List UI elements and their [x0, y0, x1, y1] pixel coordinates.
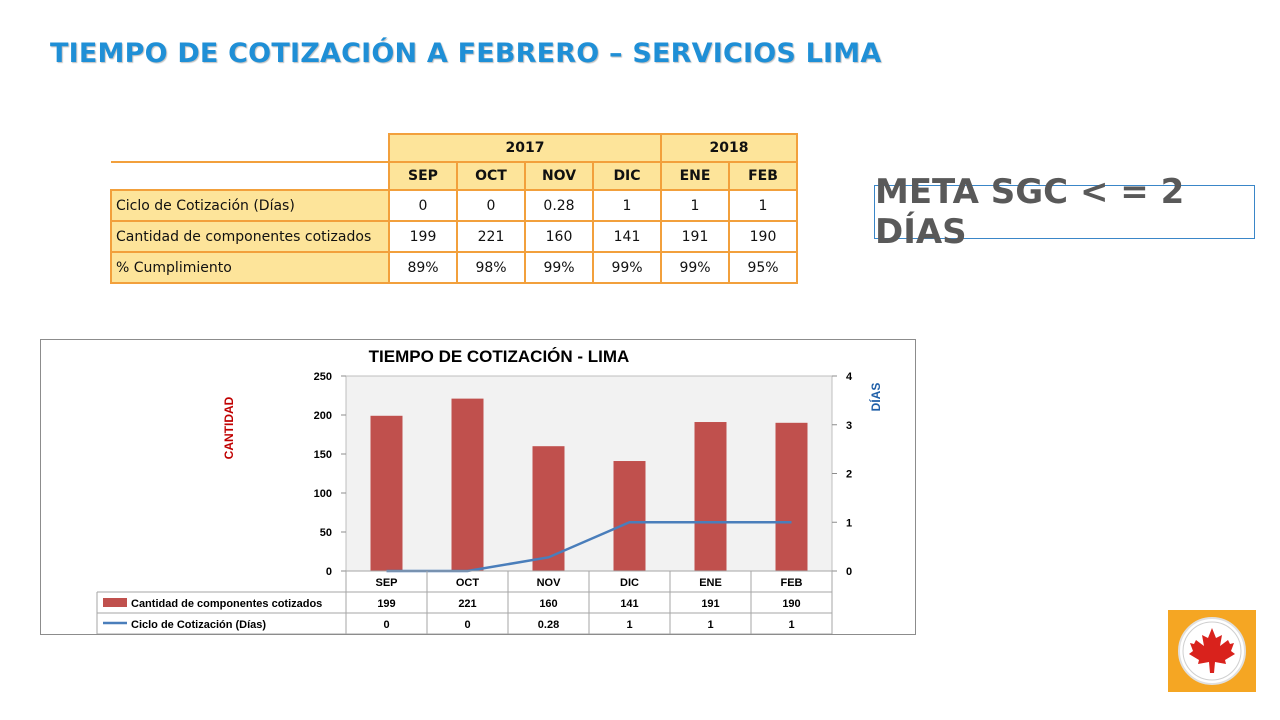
table-cell: 191 — [660, 220, 730, 253]
summary-table: 2017 2018 SEP OCT NOV DIC ENE FEB Ciclo de Cotiz… — [110, 133, 798, 284]
legend-label: Ciclo de Cotización (Días) — [131, 619, 266, 631]
data-label: 0 — [464, 619, 470, 631]
data-label: 141 — [620, 598, 638, 610]
year-header: 2017 — [388, 133, 662, 163]
x-tick-label: FEB — [781, 577, 803, 589]
bar-oct — [451, 398, 484, 571]
table-corner — [111, 134, 390, 163]
table-cell: 1 — [728, 189, 798, 222]
bar-feb — [775, 422, 808, 571]
table-cell: 0 — [456, 189, 526, 222]
table-cell: 199 — [388, 220, 458, 253]
month-header: DIC — [592, 161, 662, 191]
y-tick-label: 0 — [326, 566, 332, 578]
maple-leaf-icon — [1178, 617, 1246, 685]
data-label: 1 — [707, 619, 713, 631]
y-tick-label: 150 — [314, 449, 332, 461]
y-axis-label: CANTIDAD — [222, 396, 236, 459]
table-cell: 160 — [524, 220, 594, 253]
y-tick-label: 50 — [320, 527, 332, 539]
table-cell: 95% — [728, 251, 798, 284]
slide-title: TIEMPO DE COTIZACIÓN A FEBRERO – SERVICI… — [50, 38, 882, 69]
data-label: 0 — [383, 619, 389, 631]
x-tick-label: SEP — [375, 577, 397, 589]
table-cell: 99% — [524, 251, 594, 284]
data-label: 1 — [788, 619, 794, 631]
table-cell: 221 — [456, 220, 526, 253]
month-header: SEP — [388, 161, 458, 191]
bar-nov — [532, 446, 565, 571]
company-logo — [1168, 610, 1256, 692]
data-label: 0.28 — [538, 619, 559, 631]
bar-dic — [613, 461, 646, 571]
chart-frame: TIEMPO DE COTIZACIÓN - LIMA 0 50 100 150 200 2… — [40, 339, 916, 635]
table-cell: 89% — [388, 251, 458, 284]
data-label: 221 — [458, 598, 476, 610]
y-tick-label: 200 — [314, 410, 332, 422]
month-header: NOV — [524, 161, 594, 191]
data-label: 1 — [626, 619, 632, 631]
plot-area — [345, 375, 833, 572]
chart-title: TIEMPO DE COTIZACIÓN - LIMA — [369, 347, 630, 366]
table-cell: 0 — [388, 189, 458, 222]
data-label: 199 — [377, 598, 395, 610]
x-tick-label: NOV — [537, 577, 562, 589]
meta-goal-text: META SGC < = 2 DÍAS — [875, 172, 1185, 252]
year-header: 2018 — [660, 133, 798, 163]
row-label: Ciclo de Cotización (Días) — [110, 189, 390, 222]
table-cell: 99% — [592, 251, 662, 284]
y2-tick-label: 0 — [846, 566, 852, 578]
table-corner — [111, 162, 390, 191]
meta-goal-box: META SGC < = 2 DÍAS — [874, 172, 1255, 252]
table-row: Cantidad de componentes cotizados 199 221 1… — [110, 220, 798, 253]
data-label: 191 — [701, 598, 719, 610]
table-cell: 141 — [592, 220, 662, 253]
y2-axis-label: DÍAS — [868, 383, 883, 412]
y2-tick-label: 1 — [846, 517, 852, 529]
legend-label: Cantidad de componentes cotizados — [131, 598, 322, 610]
table-row: Ciclo de Cotización (Días) 0 0 0.28 1 1 1 — [110, 189, 798, 222]
y-tick-label: 100 — [314, 488, 332, 500]
x-tick-label: OCT — [456, 577, 480, 589]
month-header: OCT — [456, 161, 526, 191]
x-tick-label: DIC — [620, 577, 639, 589]
data-label: 190 — [782, 598, 800, 610]
table-cell: 99% — [660, 251, 730, 284]
data-label: 160 — [539, 598, 557, 610]
y-tick-label: 250 — [314, 371, 332, 383]
bar-ene — [694, 422, 727, 571]
legend-key-bars — [103, 598, 127, 607]
month-header: ENE — [660, 161, 730, 191]
month-header: FEB — [728, 161, 798, 191]
table-cell: 0.28 — [524, 189, 594, 222]
table-cell: 1 — [660, 189, 730, 222]
bar-sep — [370, 415, 403, 571]
quotation-time-chart: TIEMPO DE COTIZACIÓN - LIMA0501001502002… — [96, 347, 883, 634]
table-cell: 1 — [592, 189, 662, 222]
row-label: % Cumplimiento — [110, 251, 390, 284]
table-cell: 98% — [456, 251, 526, 284]
table-cell: 190 — [728, 220, 798, 253]
y2-tick-label: 4 — [846, 371, 853, 383]
y2-tick-label: 2 — [846, 469, 852, 481]
y2-tick-label: 3 — [846, 420, 852, 432]
row-label: Cantidad de componentes cotizados — [110, 220, 390, 253]
table-row: % Cumplimiento 89% 98% 99% 99% 99% 95% — [110, 251, 798, 284]
x-tick-label: ENE — [699, 577, 722, 589]
